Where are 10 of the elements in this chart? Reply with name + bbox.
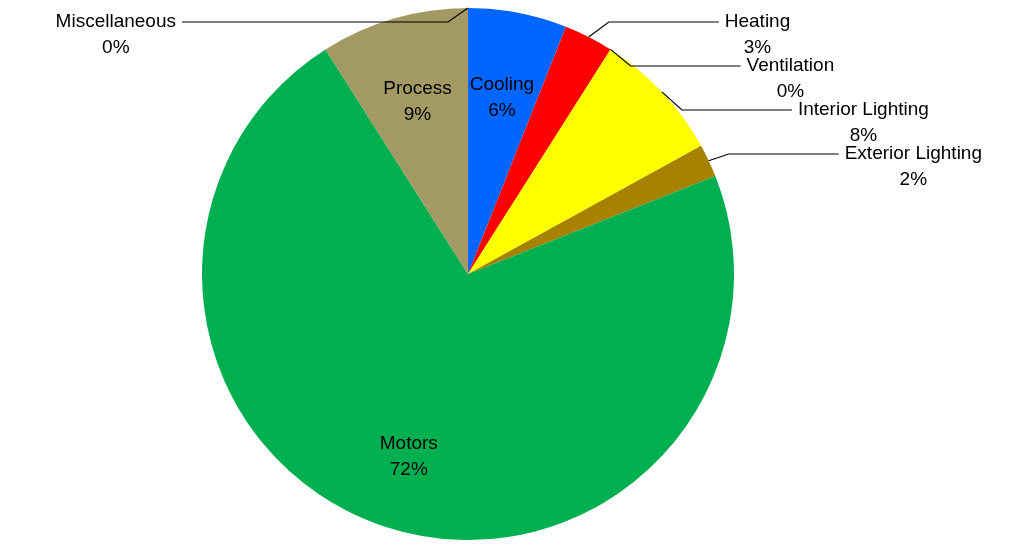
data-label: 2% (899, 168, 928, 190)
text: 0% (102, 36, 130, 58)
category-label: Miscellaneous (55, 10, 177, 32)
slice-label: Process (383, 76, 452, 98)
data-label: 72% (389, 458, 428, 480)
data-label: 6% (488, 98, 516, 120)
slice-label: Cooling (469, 72, 535, 94)
slice-label: Motors (379, 432, 438, 454)
slice-label: Heating (724, 10, 791, 32)
data-label: 9% (403, 102, 432, 124)
